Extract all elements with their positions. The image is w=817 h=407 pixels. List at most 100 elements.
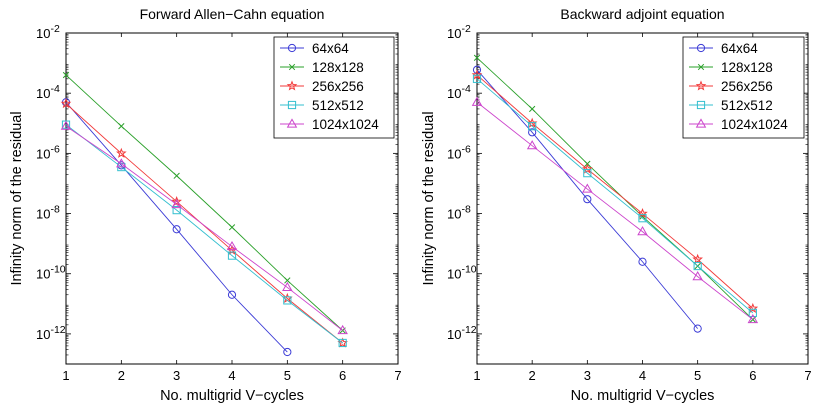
y-axis-label: Infinity norm of the residual <box>421 111 437 285</box>
data-point <box>637 207 648 219</box>
legend-marker <box>288 63 296 71</box>
data-point <box>693 324 702 333</box>
data-point <box>171 198 182 209</box>
chart-panel-2: 1 2 3 4 5 6 7 10-12 10-10 10-8 10-6 10-4 10-2 Backwar… <box>421 6 812 404</box>
series-line <box>476 57 754 320</box>
series-128x128 <box>62 71 346 334</box>
series-512x512 <box>472 74 757 317</box>
x-tick-label: 1 <box>62 368 69 383</box>
x-axis-label: No. multigrid V−cycles <box>160 388 304 404</box>
data-point <box>582 163 593 174</box>
y-tick-label: 10-2 <box>447 23 471 41</box>
legend-marker <box>696 43 706 53</box>
y-tick-label: 10-6 <box>36 143 60 161</box>
legend-marker <box>695 118 707 128</box>
legend-marker <box>286 118 298 128</box>
legend-label: 512x512 <box>721 98 773 113</box>
series-line <box>476 78 754 314</box>
data-point <box>638 214 647 223</box>
data-point <box>472 65 482 74</box>
y-tick-label: 10-10 <box>447 264 477 282</box>
data-point <box>172 206 181 215</box>
legend-marker <box>287 100 297 110</box>
y-tick-label: 10-2 <box>36 23 60 41</box>
legend-marker <box>695 80 707 91</box>
legend-label: 64x64 <box>312 41 349 56</box>
data-point <box>116 147 127 158</box>
series-line <box>65 74 343 331</box>
data-point <box>582 183 593 193</box>
legend-label: 128x128 <box>312 60 364 75</box>
data-point <box>473 54 481 61</box>
data-point <box>337 324 348 335</box>
data-point <box>528 128 537 137</box>
series-line <box>65 101 288 353</box>
chart-panel-1: 1 2 3 4 5 6 7 10-12 10-10 10-8 10-6 10-4 10-2 Forward… <box>9 6 402 404</box>
data-point <box>337 337 348 348</box>
y-tick-label: 10-6 <box>447 143 471 161</box>
x-tick-label: 4 <box>228 368 235 383</box>
data-point <box>62 71 70 79</box>
legend-label: 256x256 <box>721 79 773 94</box>
legend-entry: 128x128 <box>280 60 364 75</box>
x-axis-label: No. multigrid V−cycles <box>571 388 715 404</box>
data-point <box>638 257 647 266</box>
data-point <box>228 224 236 231</box>
data-point <box>171 195 182 207</box>
legend-marker <box>287 43 297 53</box>
series-1024x1024 <box>60 120 348 335</box>
chart-title: Backward adjoint equation <box>560 6 724 22</box>
data-point <box>338 338 347 348</box>
y-tick-label: 10-4 <box>447 83 471 101</box>
x-tick-label: 7 <box>804 368 811 383</box>
y-tick-label: 10-12 <box>447 324 477 342</box>
legend-marker <box>286 80 298 91</box>
x-tick-label: 3 <box>584 368 591 383</box>
data-point <box>692 253 703 264</box>
legend-entry: 256x256 <box>689 79 773 94</box>
data-point <box>583 195 592 204</box>
x-tick-label: 4 <box>639 368 646 383</box>
x-tick-label: 7 <box>394 368 401 383</box>
x-tick-label: 6 <box>749 368 756 383</box>
data-point <box>283 347 292 357</box>
legend-label: 128x128 <box>721 60 773 75</box>
data-point <box>60 120 72 130</box>
data-point <box>747 313 759 324</box>
series-line <box>65 124 343 344</box>
data-point <box>227 251 237 260</box>
x-tick-label: 5 <box>694 368 701 383</box>
data-point <box>471 96 483 106</box>
data-point <box>637 226 648 236</box>
legend: 64x64 128x128 256x256 512x512 1024x1024 <box>682 36 805 139</box>
legend-entry: 64x64 <box>689 41 758 56</box>
x-tick-label: 1 <box>473 368 480 383</box>
series-1024x1024 <box>471 96 759 324</box>
y-tick-label: 10-4 <box>36 83 60 101</box>
data-point <box>472 74 482 83</box>
legend-entry: 256x256 <box>280 79 364 94</box>
legend-entry: 64x64 <box>280 41 349 56</box>
chart-title: Forward Allen−Cahn equation <box>140 6 325 22</box>
data-point <box>116 158 127 168</box>
legend-marker <box>697 63 705 71</box>
legend-entry: 1024x1024 <box>689 117 788 132</box>
legend-label: 512x512 <box>312 98 364 113</box>
data-point <box>526 117 538 128</box>
x-tick-label: 5 <box>284 368 291 383</box>
legend-label: 1024x1024 <box>721 117 788 132</box>
data-point <box>118 123 125 130</box>
data-point <box>748 308 757 317</box>
series-256x256 <box>471 69 759 314</box>
data-point <box>693 261 702 271</box>
data-point <box>227 290 237 299</box>
data-point <box>172 225 181 234</box>
x-tick-label: 6 <box>339 368 346 383</box>
data-point <box>583 169 592 178</box>
data-point <box>173 172 180 179</box>
legend-label: 1024x1024 <box>312 117 379 132</box>
x-tick-label: 2 <box>118 368 125 383</box>
y-tick-label: 10-12 <box>36 324 66 342</box>
data-point <box>526 140 538 150</box>
